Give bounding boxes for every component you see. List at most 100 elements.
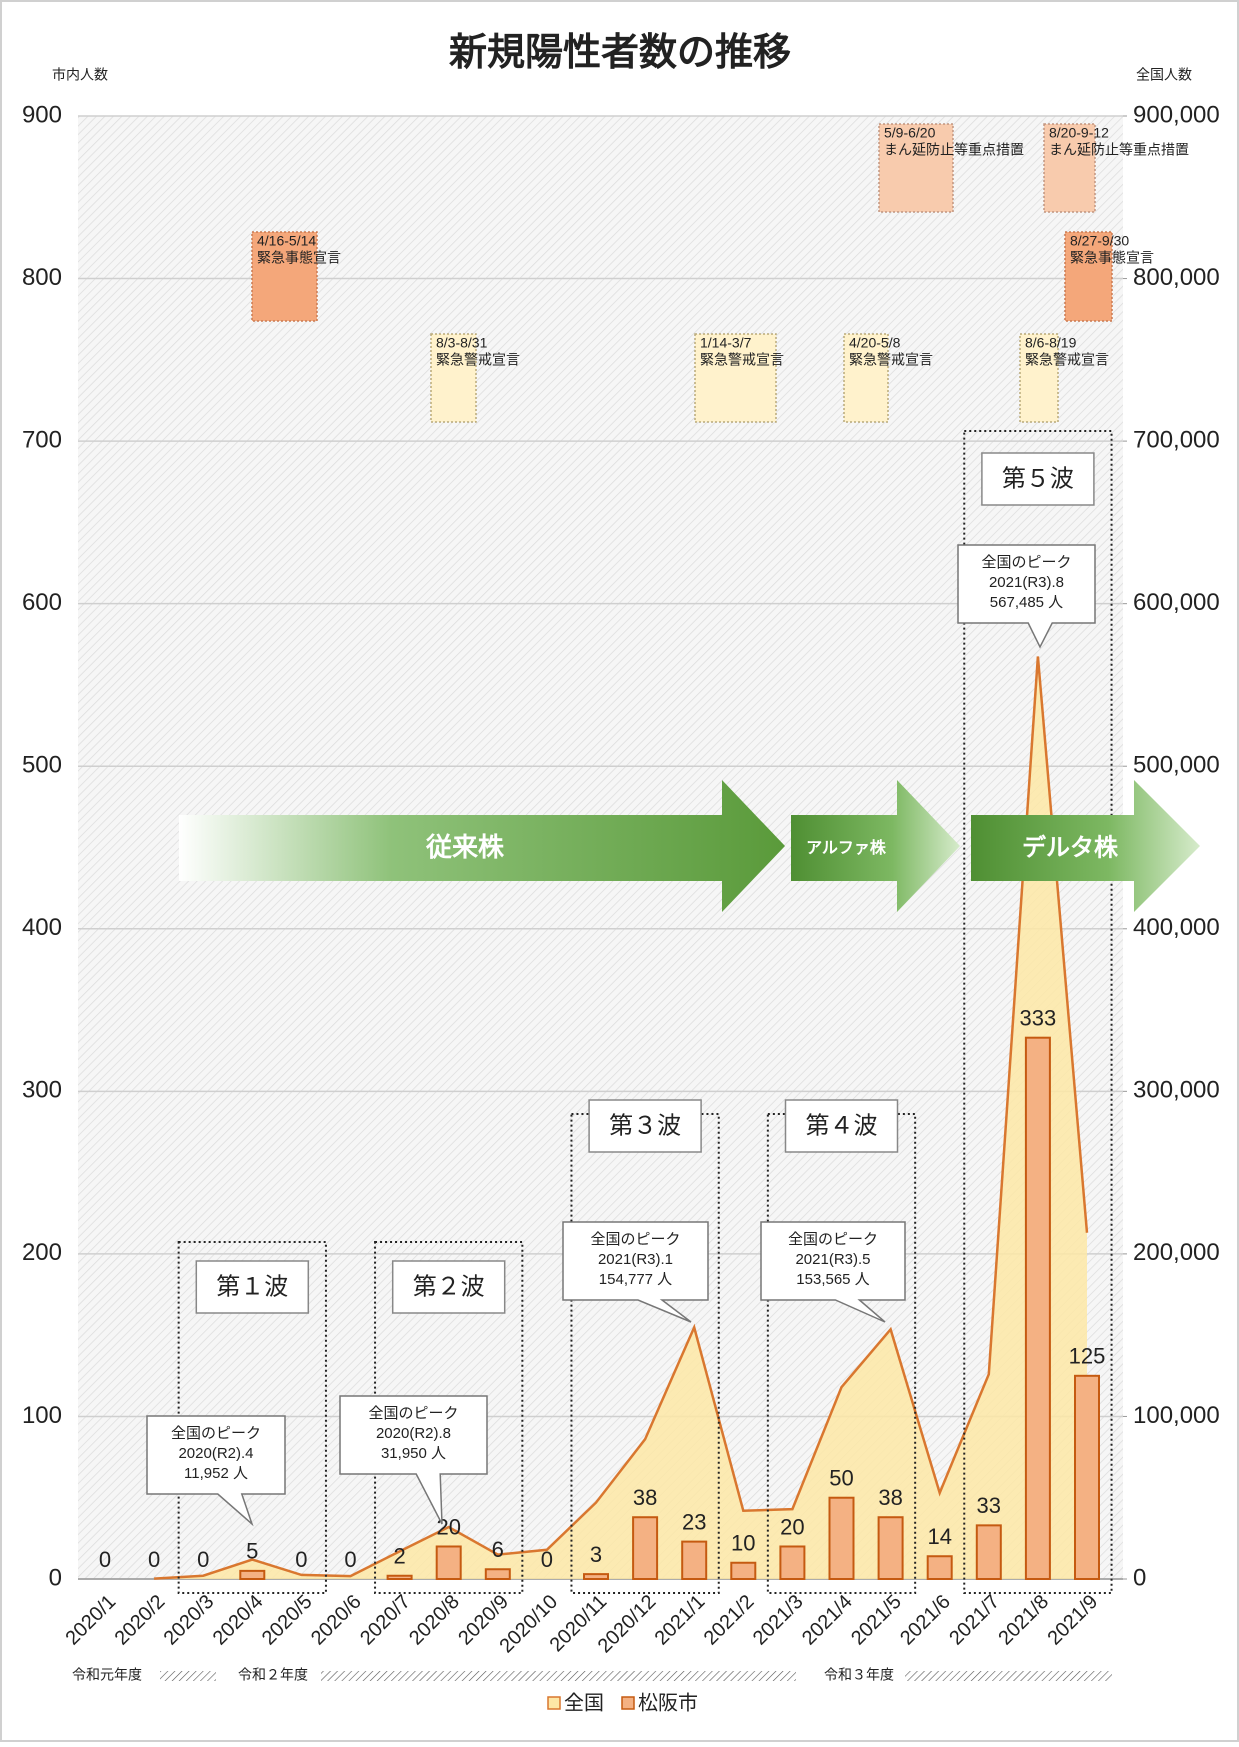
data-label: 50 — [829, 1466, 853, 1491]
bar — [681, 1540, 708, 1580]
y-tick-label: 0 — [49, 1564, 62, 1591]
data-label: 333 — [1020, 1006, 1057, 1031]
strain-label: アルファ株 — [806, 838, 887, 857]
legend-swatch — [547, 1696, 561, 1710]
declaration-box — [1064, 231, 1113, 322]
bar — [1074, 1374, 1100, 1580]
wave-label-box — [784, 1099, 899, 1153]
callout-text: 全国のピーク — [788, 1231, 878, 1248]
y2-tick-label: 100,000 — [1133, 1402, 1220, 1429]
legend-label: 全国 — [564, 1691, 604, 1714]
data-label: 2 — [393, 1544, 405, 1569]
declaration-dates: 4/16-5/14 — [257, 233, 316, 249]
fiscal-year: 令和３年度 — [824, 1667, 894, 1683]
declaration-label: 緊急事態宣言 — [257, 250, 341, 266]
data-label: 14 — [927, 1524, 951, 1549]
legend-swatch — [621, 1696, 635, 1710]
wave-box — [570, 1113, 720, 1594]
line — [154, 656, 1089, 1580]
data-label: 6 — [492, 1537, 504, 1562]
y2-tick-label: 300,000 — [1133, 1077, 1220, 1104]
strain-arrow — [179, 780, 785, 912]
strain-label: 従来株 — [425, 832, 505, 862]
data-label: 38 — [633, 1485, 657, 1510]
y2-tick-label: 900,000 — [1133, 101, 1220, 128]
bar — [386, 1574, 413, 1581]
y-tick-label: 100 — [22, 1402, 62, 1429]
wave-label-box — [588, 1099, 702, 1153]
data-label: 0 — [148, 1547, 160, 1572]
declaration-dates: 8/3-8/31 — [436, 335, 488, 351]
y-tick-label: 300 — [22, 1077, 62, 1104]
data-label: 5 — [246, 1539, 258, 1564]
wave-label: 第４波 — [806, 1112, 878, 1139]
strain-arrow — [791, 780, 960, 912]
declaration-box — [251, 231, 318, 322]
declaration-box — [1043, 123, 1096, 213]
bar — [828, 1496, 855, 1580]
y2-tick-label: 500,000 — [1133, 752, 1220, 779]
y-tick-label: 700 — [22, 426, 62, 453]
data-label: 10 — [731, 1531, 755, 1556]
bar — [877, 1516, 904, 1580]
declaration-label: 緊急警戒宣言 — [1025, 352, 1109, 368]
y2-tick-label: 400,000 — [1133, 914, 1220, 941]
bar — [583, 1573, 609, 1580]
data-label: 0 — [99, 1547, 111, 1572]
callout-text: 全国のピーク — [171, 1425, 261, 1442]
declaration-label: 緊急警戒宣言 — [849, 352, 933, 368]
bar — [435, 1545, 462, 1581]
chart-title: 新規陽性者数の推移 — [449, 32, 791, 74]
bar — [1024, 1036, 1051, 1580]
wave-label-box — [195, 1260, 310, 1314]
wave-label: 第１波 — [216, 1273, 288, 1300]
bar — [975, 1524, 1002, 1581]
y2-tick-label: 0 — [1133, 1564, 1146, 1591]
callout-text: 全国のピーク — [981, 554, 1071, 571]
strain-label: デルタ株 — [1022, 833, 1119, 861]
wave-box — [766, 1113, 917, 1594]
callout-text: 2020(R2).4 — [178, 1445, 253, 1462]
callout-text: 全国のピーク — [590, 1231, 680, 1248]
data-label: 0 — [197, 1547, 209, 1572]
y-tick-label: 600 — [22, 589, 62, 616]
bar — [484, 1568, 511, 1581]
fiscal-year: 令和元年度 — [72, 1667, 142, 1683]
declaration-dates: 8/6-8/19 — [1025, 335, 1077, 351]
strain-arrow — [971, 780, 1200, 912]
declaration-dates: 4/20-5/8 — [849, 335, 901, 351]
y-tick-label: 900 — [22, 101, 62, 128]
callout-text: 11,952 人 — [184, 1465, 248, 1482]
y-tick-label: 800 — [22, 264, 62, 291]
callout-text: 153,565 人 — [796, 1271, 869, 1288]
y-axis-title: 市内人数 — [52, 67, 108, 83]
bar — [239, 1569, 266, 1580]
callout-text: 2021(R3).1 — [598, 1251, 673, 1268]
callout-text: 2021(R3).8 — [989, 574, 1064, 591]
fiscal-hatch — [321, 1671, 796, 1681]
declaration-label: 緊急警戒宣言 — [436, 352, 520, 368]
callout — [339, 1395, 488, 1525]
y2-tick-label: 600,000 — [1133, 589, 1220, 616]
callout-text: 2020(R2).8 — [376, 1425, 451, 1442]
data-label: 0 — [541, 1547, 553, 1572]
data-label: 20 — [780, 1514, 804, 1539]
declaration-dates: 1/14-3/7 — [700, 335, 752, 351]
data-label: 38 — [878, 1485, 902, 1510]
bar — [779, 1545, 806, 1581]
data-label: 0 — [295, 1547, 307, 1572]
data-label: 0 — [344, 1547, 356, 1572]
wave-label: 第５波 — [1002, 465, 1074, 492]
fiscal-hatch — [160, 1671, 216, 1681]
declaration-box — [843, 333, 889, 423]
callout-text: 567,485 人 — [990, 594, 1063, 611]
callout-text: 2021(R3).5 — [795, 1251, 870, 1268]
declaration-dates: 8/27-9/30 — [1070, 233, 1129, 249]
wave-label: 第３波 — [609, 1112, 681, 1139]
callout-text: 全国のピーク — [368, 1405, 458, 1422]
declaration-box — [430, 333, 477, 423]
data-label: 33 — [977, 1493, 1001, 1518]
callout — [957, 544, 1096, 649]
